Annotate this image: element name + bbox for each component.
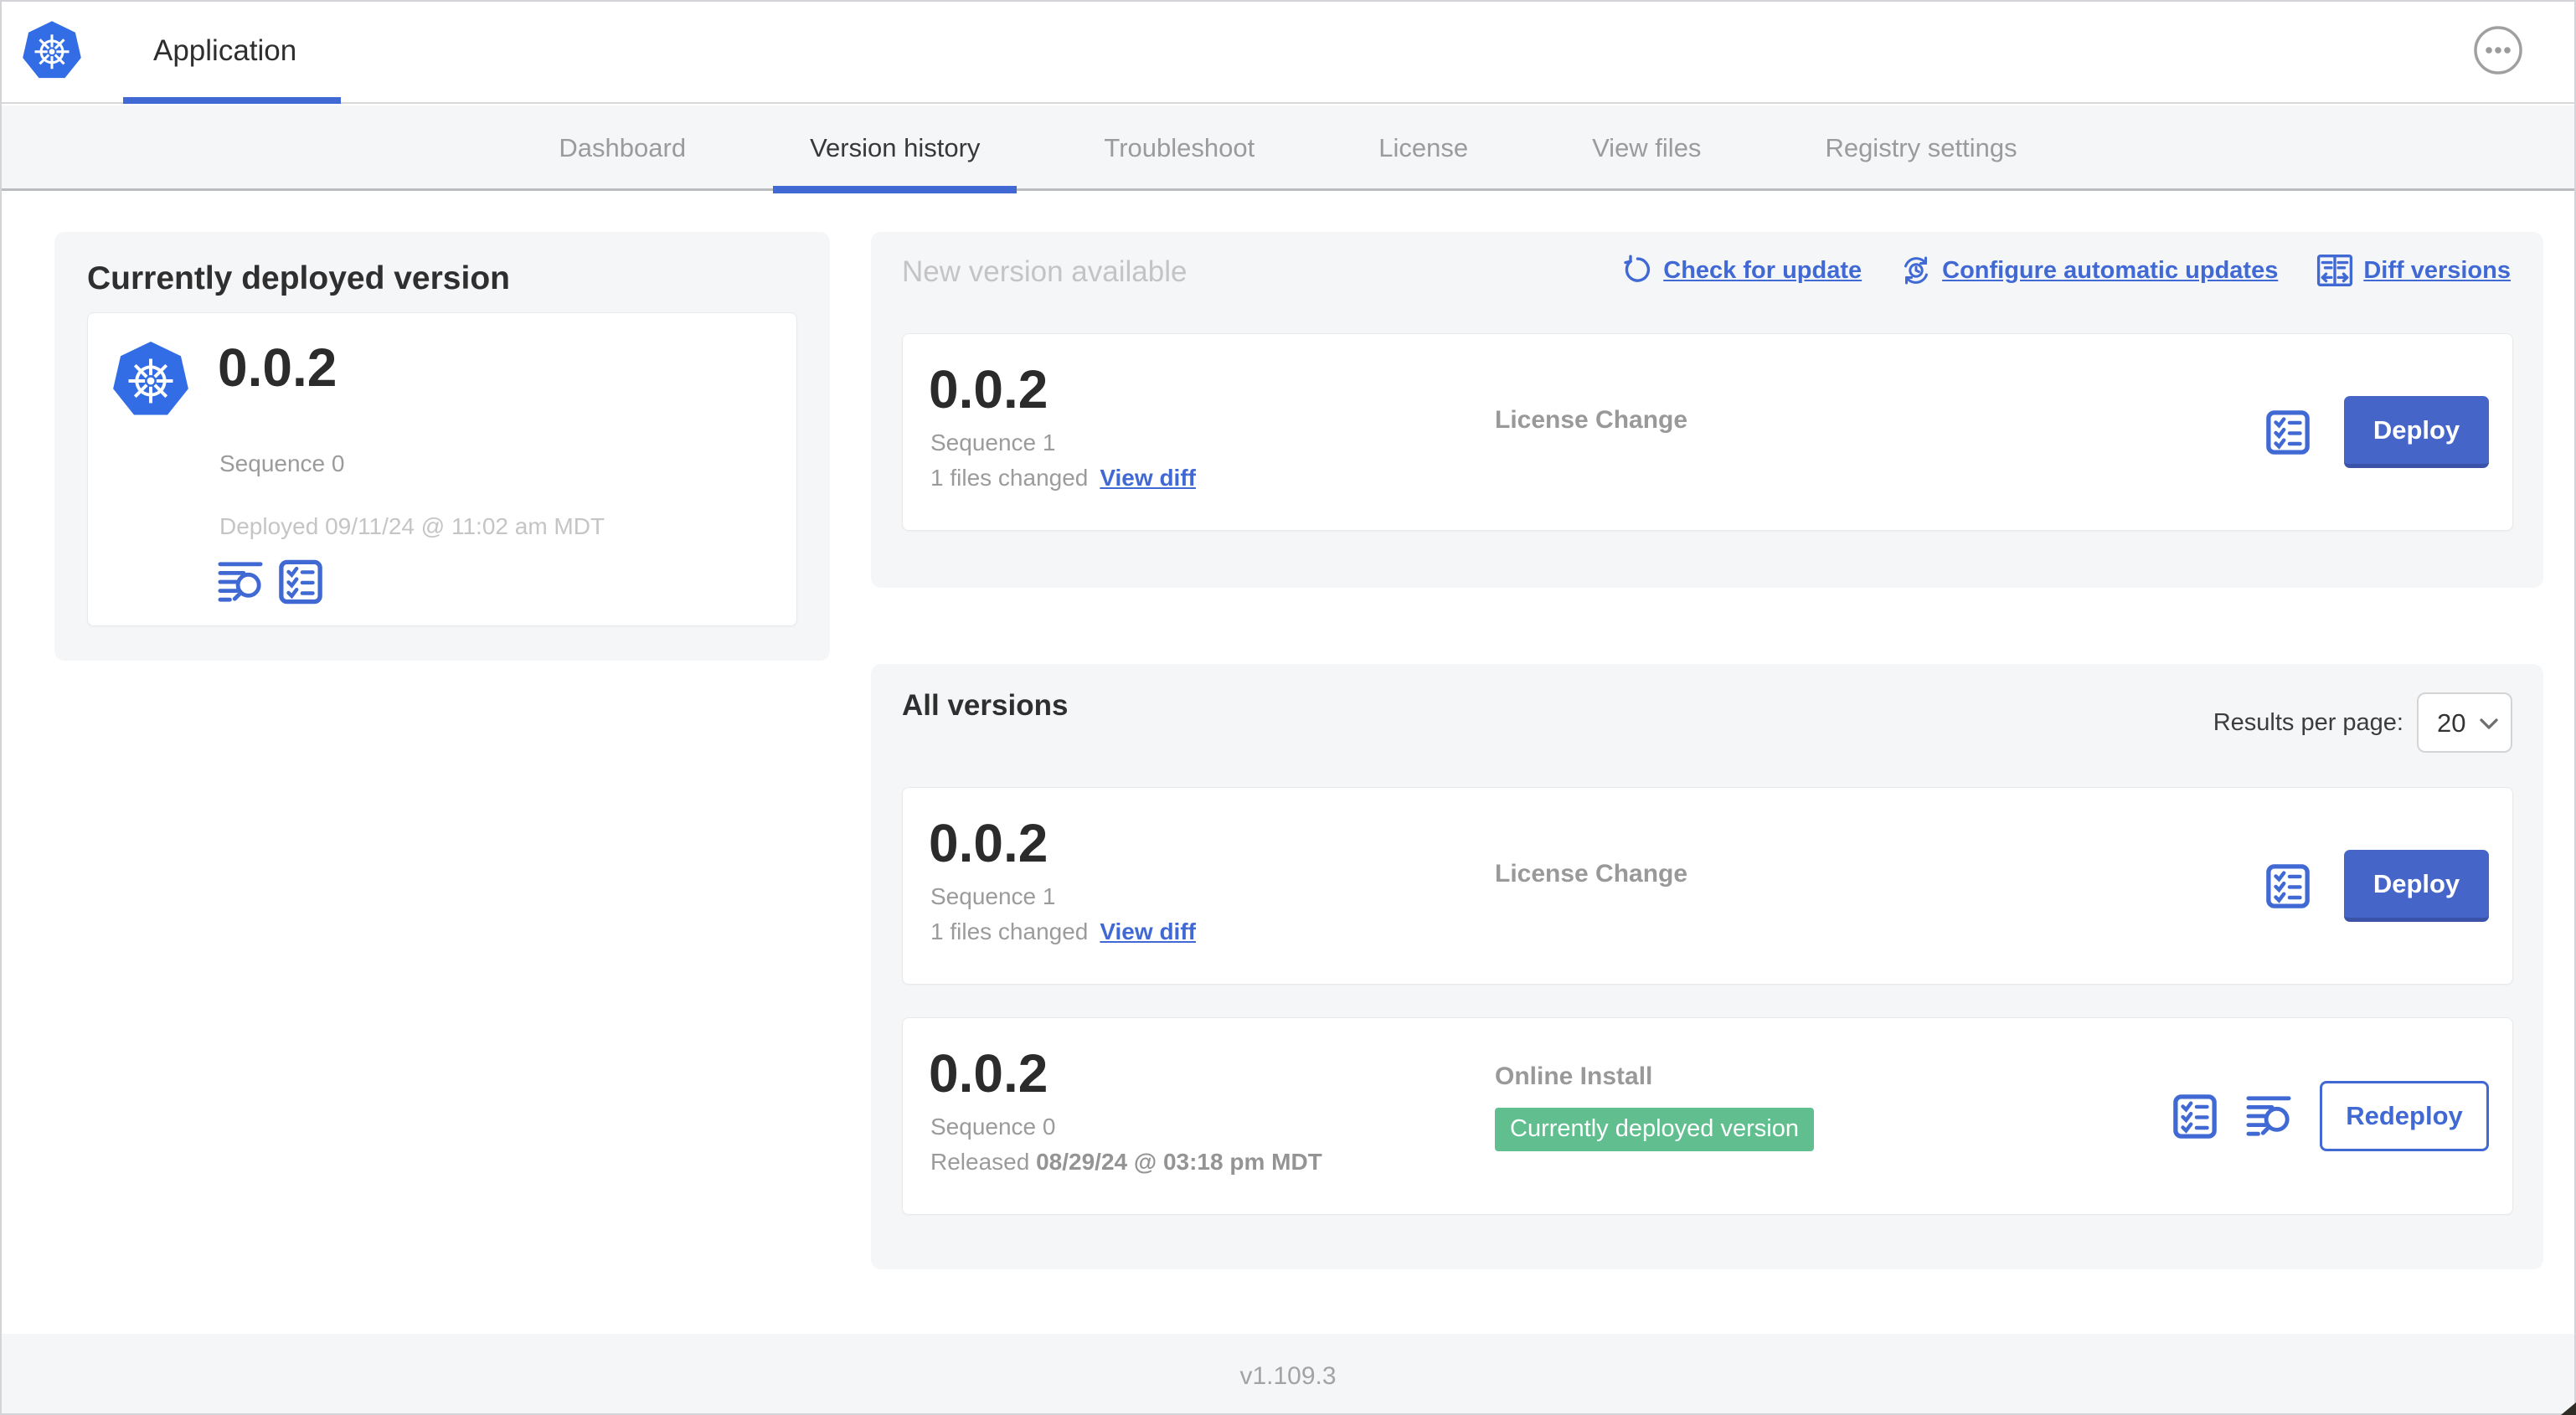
all-versions-panel: All versions Results per page: 20 0.0.2 … bbox=[871, 664, 2543, 1269]
preflight-checks-icon[interactable] bbox=[278, 559, 323, 605]
tab-troubleshoot[interactable]: Troubleshoot bbox=[1104, 133, 1255, 162]
version-source-label: License Change bbox=[1495, 860, 1688, 888]
preflight-checks-icon[interactable] bbox=[2172, 1093, 2218, 1140]
tab-view-files[interactable]: View files bbox=[1592, 133, 1702, 162]
files-changed-label: 1 files changed bbox=[930, 465, 1089, 491]
released-timestamp: 08/29/24 @ 03:18 pm MDT bbox=[1036, 1149, 1322, 1175]
version-source-label: Online Install bbox=[1495, 1063, 1653, 1090]
version-number: 0.0.2 bbox=[929, 813, 1048, 873]
app-tab-label: Application bbox=[153, 34, 297, 67]
app-header: Application bbox=[0, 0, 2576, 104]
deploy-logs-icon[interactable] bbox=[2246, 1093, 2291, 1139]
new-version-row: 0.0.2 Sequence 1 1 files changed View dif… bbox=[902, 333, 2513, 531]
tab-dashboard[interactable]: Dashboard bbox=[559, 133, 687, 162]
refresh-icon bbox=[1621, 255, 1653, 286]
app-nav-bar: Dashboard Version history Troubleshoot L… bbox=[0, 105, 2576, 193]
tab-license[interactable]: License bbox=[1378, 133, 1469, 162]
view-diff-link[interactable]: View diff bbox=[1100, 918, 1196, 944]
all-versions-title: All versions bbox=[902, 689, 1069, 722]
page-footer: v1.109.3 bbox=[0, 1334, 2576, 1415]
new-version-panel: New version available Check for update C… bbox=[871, 232, 2543, 588]
current-version-sequence: Sequence 0 bbox=[219, 450, 345, 476]
kubernetes-logo-icon bbox=[110, 339, 192, 421]
schedule-update-icon bbox=[1900, 255, 1932, 286]
diff-versions-link[interactable]: Diff versions bbox=[2316, 254, 2511, 287]
tab-application[interactable]: Application bbox=[123, 0, 327, 102]
currently-deployed-title: Currently deployed version bbox=[87, 260, 510, 296]
new-version-title: New version available bbox=[902, 255, 1188, 288]
results-per-page-select[interactable]: 20 bbox=[2417, 692, 2512, 753]
deploy-button[interactable]: Deploy bbox=[2344, 396, 2489, 468]
preflight-checks-icon[interactable] bbox=[2265, 409, 2311, 456]
current-version-deployed-timestamp: Deployed 09/11/24 @ 11:02 am MDT bbox=[219, 513, 605, 539]
version-source-label: License Change bbox=[1495, 406, 1688, 434]
kubernetes-logo-icon bbox=[20, 18, 84, 84]
preflight-checks-icon[interactable] bbox=[2265, 862, 2311, 910]
tab-version-history[interactable]: Version history bbox=[748, 105, 1042, 193]
files-changed-label: 1 files changed bbox=[930, 918, 1089, 944]
version-number: 0.0.2 bbox=[929, 1043, 1048, 1104]
configure-automatic-updates-link[interactable]: Configure automatic updates bbox=[1900, 255, 2278, 286]
diff-icon bbox=[2316, 254, 2353, 287]
currently-deployed-card: 0.0.2 Sequence 0 Deployed 09/11/24 @ 11:… bbox=[87, 312, 797, 626]
active-app-tab-indicator bbox=[123, 97, 341, 104]
tab-registry-settings[interactable]: Registry settings bbox=[1825, 133, 2017, 162]
version-sequence: Sequence 1 bbox=[930, 883, 1056, 909]
deploy-button[interactable]: Deploy bbox=[2344, 850, 2489, 922]
version-row: 0.0.2 Sequence 0 Released 08/29/24 @ 03:… bbox=[902, 1017, 2513, 1215]
redeploy-button[interactable]: Redeploy bbox=[2320, 1081, 2489, 1151]
results-per-page-label: Results per page: bbox=[2213, 708, 2403, 736]
version-row: 0.0.2 Sequence 1 1 files changed View dif… bbox=[902, 787, 2513, 985]
version-sequence: Sequence 1 bbox=[930, 430, 1056, 455]
deploy-logs-icon[interactable] bbox=[218, 559, 263, 605]
released-label: Released bbox=[930, 1149, 1030, 1175]
currently-deployed-panel: Currently deployed version 0.0.2 Sequenc… bbox=[54, 232, 830, 661]
version-sequence: Sequence 0 bbox=[930, 1114, 1056, 1140]
ellipsis-icon bbox=[2473, 25, 2523, 75]
more-menu-button[interactable] bbox=[2473, 25, 2523, 75]
version-number: 0.0.2 bbox=[929, 359, 1048, 419]
currently-deployed-badge: Currently deployed version bbox=[1495, 1108, 1814, 1151]
view-diff-link[interactable]: View diff bbox=[1100, 465, 1196, 491]
current-version-number: 0.0.2 bbox=[218, 337, 337, 398]
console-version-label: v1.109.3 bbox=[1239, 1362, 1337, 1390]
check-for-update-link[interactable]: Check for update bbox=[1621, 255, 1862, 286]
